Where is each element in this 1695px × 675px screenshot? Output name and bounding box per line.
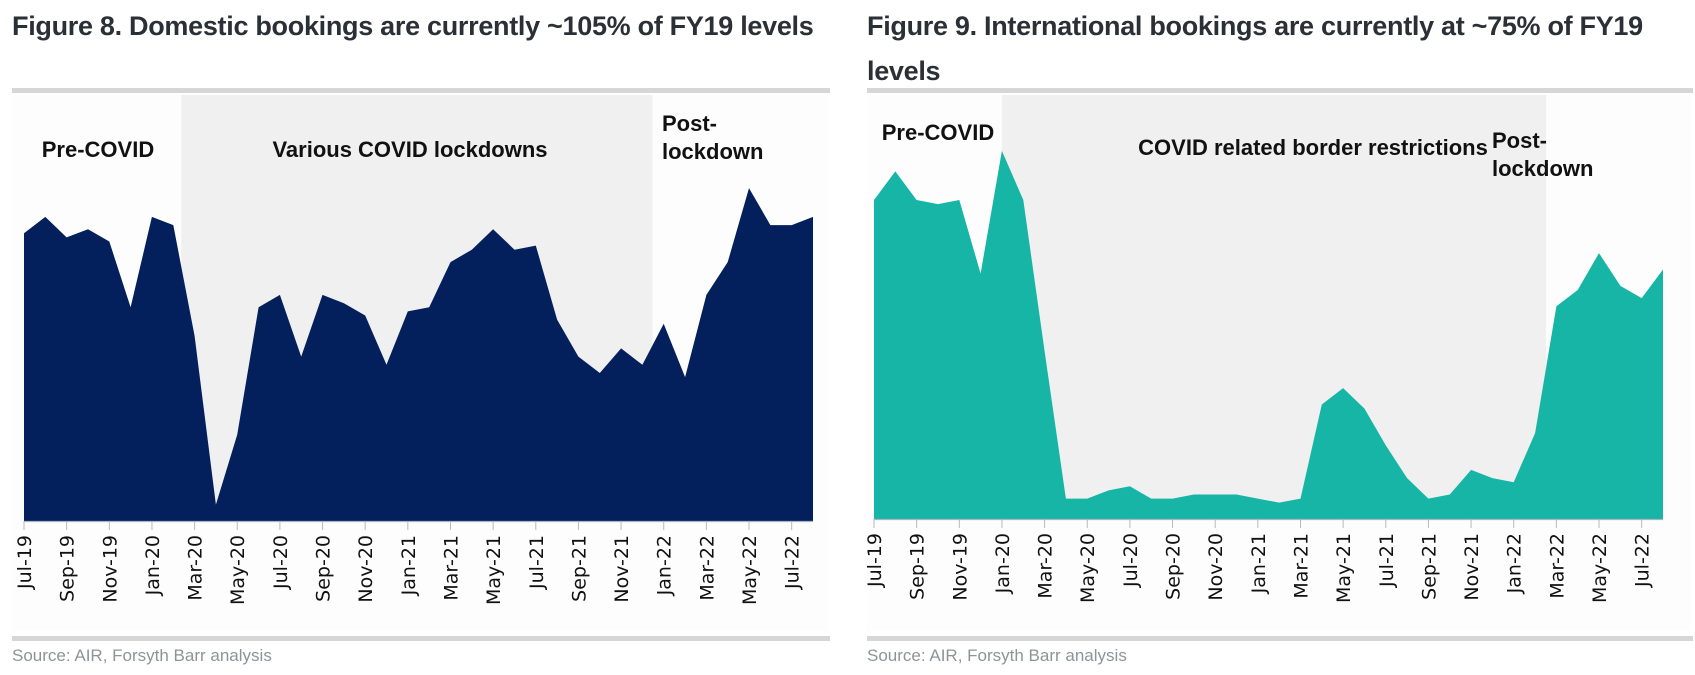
x-tick-label: May-22 xyxy=(1589,533,1611,603)
area-series-domestic-bookings xyxy=(24,188,813,521)
x-tick-label: Jan-20 xyxy=(142,535,164,596)
x-tick-label: Jan-22 xyxy=(1504,533,1526,594)
x-tick-label: Jan-21 xyxy=(1248,533,1270,594)
source-rule xyxy=(12,636,830,641)
region-label-1: Pre-COVID xyxy=(42,137,154,162)
region-label-3: Post-lockdown xyxy=(1492,128,1593,181)
x-tick-label: Mar-22 xyxy=(696,535,718,601)
x-tick-label: Nov-20 xyxy=(1205,533,1227,601)
x-tick-label: Mar-21 xyxy=(440,535,462,601)
x-tick-label: Jan-22 xyxy=(654,535,676,596)
x-tick-label: Nov-19 xyxy=(99,535,121,603)
x-tick-label: Sep-21 xyxy=(568,535,590,602)
x-tick-label: Sep-19 xyxy=(57,535,79,602)
x-tick-label: Jan-20 xyxy=(992,533,1014,594)
shaded-region-2 xyxy=(1001,95,1547,519)
x-tick-label: Sep-21 xyxy=(1418,533,1440,600)
domestic-bookings-chart: Jul-19 Sep-19 Nov-19 Jan-20 Mar-20 May-20 Jul-… xyxy=(12,95,828,631)
source-rule xyxy=(867,636,1693,641)
x-tick-label: Mar-20 xyxy=(185,535,207,601)
x-tick-label: Mar-21 xyxy=(1290,533,1312,599)
figure-8-title: Figure 8. Domestic bookings are currentl… xyxy=(12,11,814,41)
x-tick-label: Sep-19 xyxy=(907,533,929,600)
x-tick-label: May-20 xyxy=(1077,533,1099,603)
x-tick-label: Sep-20 xyxy=(313,535,335,602)
x-tick-label: Jan-21 xyxy=(398,535,420,596)
x-tick-label: Nov-21 xyxy=(1461,533,1483,601)
region-label-2: COVID related border restrictions xyxy=(1138,135,1488,160)
x-tick-label: May-21 xyxy=(1333,533,1355,603)
title-rule xyxy=(12,88,830,93)
figure-9-panel: Figure 9. International bookings are cur… xyxy=(855,0,1695,675)
x-tick-label: Sep-20 xyxy=(1163,533,1185,600)
x-tick-label: Mar-20 xyxy=(1035,533,1057,599)
region-label-1: Pre-COVID xyxy=(882,120,994,145)
region-label-3: Post-lockdown xyxy=(662,111,763,164)
x-tick-label: May-21 xyxy=(483,535,505,605)
figure-8-panel: Figure 8. Domestic bookings are currentl… xyxy=(0,0,830,675)
x-tick-label: Nov-20 xyxy=(355,535,377,603)
area-series-international-bookings xyxy=(874,150,1663,519)
region-label-2: Various COVID lockdowns xyxy=(272,137,547,162)
x-tick-label: May-20 xyxy=(227,535,249,605)
figure-9-source: Source: AIR, Forsyth Barr analysis xyxy=(867,646,1127,665)
x-tick-label: Jul-19 xyxy=(864,533,886,588)
x-tick-label: Jul-21 xyxy=(526,535,548,590)
x-tick-label: Jul-21 xyxy=(1376,533,1398,588)
x-tick-label: Jul-22 xyxy=(782,535,804,590)
x-tick-label: Jul-22 xyxy=(1632,533,1654,588)
x-tick-label: May-22 xyxy=(739,535,761,605)
x-tick-label: Mar-22 xyxy=(1546,533,1568,599)
x-tick-label: Nov-19 xyxy=(949,533,971,601)
figure-9-title: Figure 9. International bookings are cur… xyxy=(867,11,1643,86)
x-tick-label: Jul-20 xyxy=(270,535,292,590)
x-tick-label: Nov-21 xyxy=(611,535,633,603)
figure-8-source: Source: AIR, Forsyth Barr analysis xyxy=(12,646,272,665)
x-tick-label: Jul-20 xyxy=(1120,533,1142,588)
x-tick-label: Jul-19 xyxy=(14,535,36,590)
title-rule xyxy=(867,88,1693,93)
international-bookings-chart: Jul-19 Sep-19 Nov-19 Jan-20 Mar-20 May-20 Jul-… xyxy=(864,95,1691,631)
